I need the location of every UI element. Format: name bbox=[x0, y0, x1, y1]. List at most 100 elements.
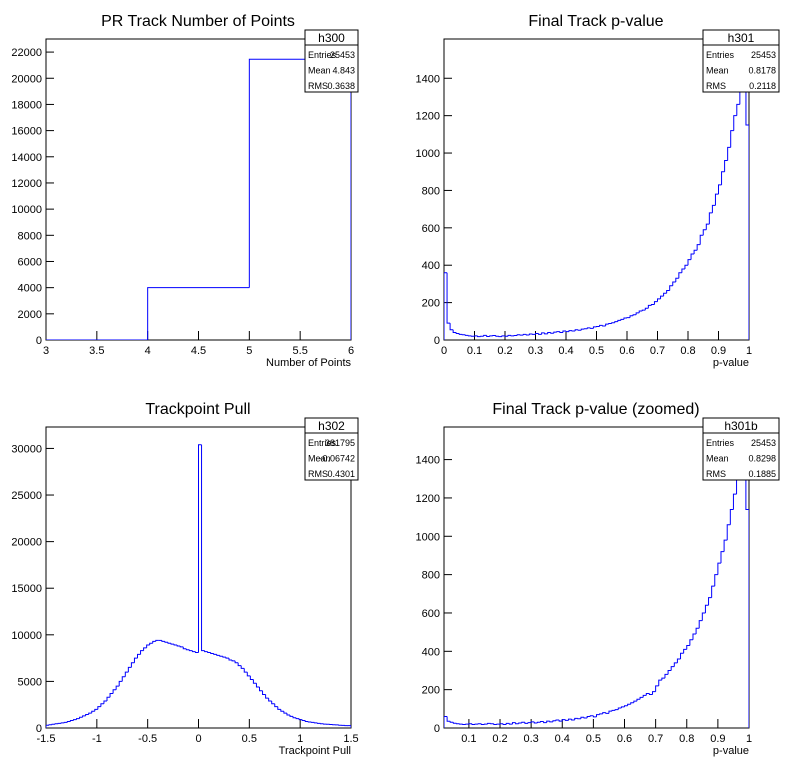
histogram-bin bbox=[510, 335, 515, 337]
histogram-bin bbox=[647, 304, 652, 309]
x-tick-label: 0.1 bbox=[467, 345, 482, 357]
histogram-bin bbox=[161, 640, 165, 642]
histogram-bin bbox=[121, 676, 126, 682]
histogram-bin bbox=[271, 700, 275, 705]
x-tick-label: 0.9 bbox=[710, 733, 725, 745]
histogram-bin bbox=[642, 694, 647, 698]
histogram-bin bbox=[82, 715, 86, 718]
x-axis-label: Trackpoint Pull bbox=[279, 745, 351, 757]
histogram-bin bbox=[115, 685, 120, 690]
histogram-bin bbox=[216, 654, 220, 656]
stats-key: Mean bbox=[706, 66, 729, 76]
stats-key: RMS bbox=[706, 81, 726, 91]
histogram-bin bbox=[248, 58, 351, 340]
histogram-bin bbox=[704, 604, 709, 613]
stats-key: RMS bbox=[308, 469, 328, 479]
histogram-bin bbox=[228, 658, 233, 661]
histogram-bin bbox=[732, 493, 737, 510]
stats-value: 25453 bbox=[751, 438, 776, 448]
histogram-bin bbox=[698, 620, 703, 629]
histogram-bin bbox=[100, 703, 104, 707]
y-tick-label: 14000 bbox=[11, 152, 42, 164]
histogram-bin bbox=[528, 333, 533, 335]
histogram-bin bbox=[721, 171, 725, 185]
histogram-bin bbox=[586, 327, 591, 329]
y-tick-label: 20000 bbox=[11, 73, 42, 85]
histogram-bin bbox=[605, 712, 609, 714]
histogram-bin bbox=[152, 640, 156, 644]
histogram-bin bbox=[641, 309, 646, 312]
pad: PR Track Number of Points 0 2000 4000 6000 80… bbox=[11, 13, 359, 369]
histogram-bin bbox=[574, 717, 578, 720]
histogram-bin bbox=[140, 650, 144, 655]
histogram-bin bbox=[133, 657, 138, 663]
pad: Final Track p-value 0 200 400 600 800 1000 1200… bbox=[416, 13, 780, 369]
y-tick-label: 1200 bbox=[416, 111, 440, 123]
histogram-bin bbox=[304, 720, 309, 722]
histogram-bin bbox=[471, 723, 476, 726]
histogram-bin bbox=[219, 655, 223, 657]
histogram-bin bbox=[455, 332, 460, 334]
x-tick-label: -0.5 bbox=[138, 733, 157, 745]
stats-value: -0.06742 bbox=[319, 454, 355, 464]
histogram-bin bbox=[644, 307, 649, 311]
x-tick-label: 0.7 bbox=[650, 345, 665, 357]
histogram-bin bbox=[246, 672, 251, 677]
x-tick-label: 0.2 bbox=[492, 733, 507, 745]
x-tick-label: -1 bbox=[92, 733, 102, 745]
x-tick-label: 1 bbox=[746, 345, 752, 357]
histogram-bin bbox=[106, 696, 111, 701]
histogram-bin bbox=[527, 722, 532, 724]
y-tick-label: 800 bbox=[422, 185, 440, 197]
histogram-bin bbox=[627, 703, 631, 706]
histogram-bin bbox=[280, 709, 284, 712]
histogram-bin bbox=[633, 700, 637, 703]
y-tick-label: 16000 bbox=[11, 126, 42, 138]
chart-title: Final Track p-value (zoomed) bbox=[492, 401, 699, 418]
y-tick-label: 200 bbox=[422, 298, 440, 310]
histogram-bin bbox=[446, 716, 451, 722]
histogram-bin bbox=[268, 698, 272, 702]
histogram-bin bbox=[182, 646, 187, 650]
x-tick-label: 0 bbox=[441, 345, 447, 357]
histogram-bin bbox=[530, 721, 535, 723]
histogram-bin bbox=[292, 716, 297, 719]
histogram-bin bbox=[599, 713, 603, 715]
histogram-bin bbox=[602, 325, 606, 327]
histogram-bin bbox=[91, 710, 95, 714]
histogram-bin bbox=[94, 708, 98, 712]
histogram-bin bbox=[194, 651, 199, 654]
y-tick-label: 600 bbox=[422, 608, 440, 620]
histogram-bin bbox=[176, 645, 181, 647]
histogram-bin bbox=[673, 662, 678, 667]
histogram-bin bbox=[234, 660, 239, 664]
histogram-bin bbox=[137, 653, 141, 659]
histogram-bin bbox=[611, 709, 616, 712]
histogram-bin bbox=[231, 659, 236, 662]
histogram-bin bbox=[173, 644, 178, 646]
histogram-bin bbox=[147, 287, 250, 340]
histogram-bin bbox=[692, 633, 697, 640]
histogram-bin bbox=[693, 249, 698, 254]
stats-box: h301 Entries 25453 Mean 0.8178 RMS 0.2118 bbox=[702, 29, 780, 93]
x-tick-label: 0.8 bbox=[680, 345, 695, 357]
histogram-bin bbox=[118, 680, 123, 687]
y-tick-label: 1000 bbox=[416, 531, 440, 543]
histogram-bin bbox=[191, 650, 196, 653]
stats-name: h301 bbox=[728, 31, 755, 45]
x-tick-label: 0.3 bbox=[528, 345, 543, 357]
histogram-bin bbox=[614, 709, 619, 711]
stats-key: Mean bbox=[308, 66, 331, 76]
histogram-bin bbox=[538, 333, 542, 335]
stats-name: h301b bbox=[724, 419, 758, 433]
histogram-bin bbox=[69, 720, 74, 722]
histogram-bin bbox=[602, 712, 606, 714]
x-tick-label: 1.5 bbox=[343, 733, 358, 745]
histogram-bin bbox=[580, 328, 585, 331]
stats-frame bbox=[702, 417, 780, 481]
histogram-bin bbox=[143, 647, 147, 651]
histogram-bin bbox=[167, 642, 172, 644]
x-tick-label: 0.5 bbox=[242, 733, 257, 745]
histogram-bin bbox=[274, 703, 278, 708]
